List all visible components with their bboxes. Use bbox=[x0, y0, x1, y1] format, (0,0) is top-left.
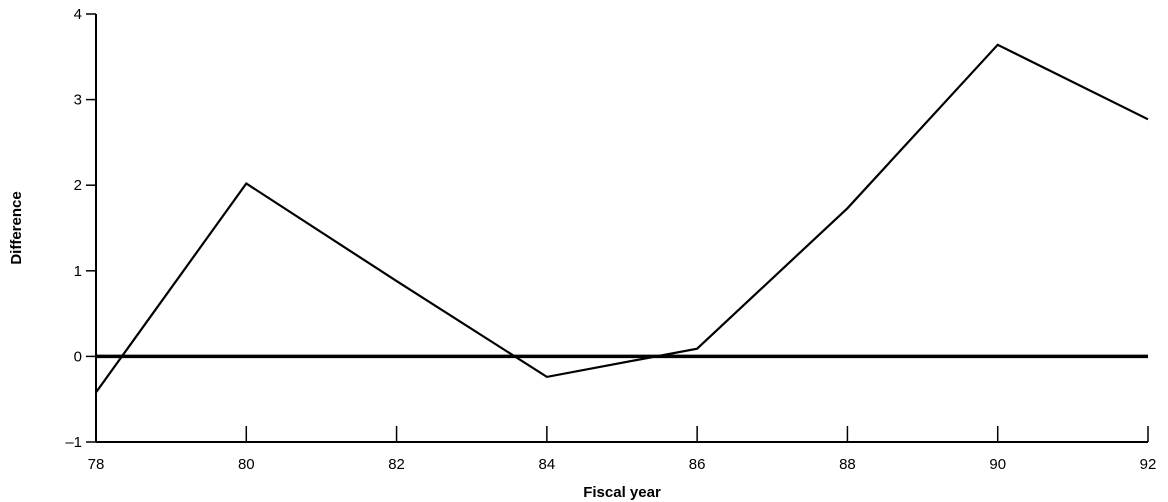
x-tick-label: 82 bbox=[388, 456, 405, 473]
x-tick-label: 86 bbox=[689, 456, 706, 473]
x-axis-ticks: 78 80 82 84 86 88 90 92 bbox=[88, 426, 1157, 473]
y-tick-label: 1 bbox=[74, 263, 82, 280]
y-axis-title: Difference bbox=[8, 191, 25, 264]
x-axis-title: Fiscal year bbox=[583, 484, 661, 501]
y-tick-label: 3 bbox=[74, 92, 82, 109]
y-tick-label: 0 bbox=[74, 348, 82, 365]
plot-area bbox=[95, 14, 1149, 443]
series-line bbox=[95, 43, 1149, 394]
y-tick-label: 4 bbox=[74, 6, 82, 23]
y-axis-ticks: –1 0 1 2 3 4 bbox=[65, 6, 96, 451]
x-tick-label: 88 bbox=[839, 456, 856, 473]
x-tick-label: 84 bbox=[539, 456, 556, 473]
x-tick-label: 92 bbox=[1140, 456, 1157, 473]
x-tick-label: 80 bbox=[238, 456, 255, 473]
x-tick-label: 90 bbox=[989, 456, 1006, 473]
x-tick-label: 78 bbox=[88, 456, 105, 473]
y-tick-label: 2 bbox=[74, 177, 82, 194]
y-tick-label: –1 bbox=[65, 434, 82, 451]
